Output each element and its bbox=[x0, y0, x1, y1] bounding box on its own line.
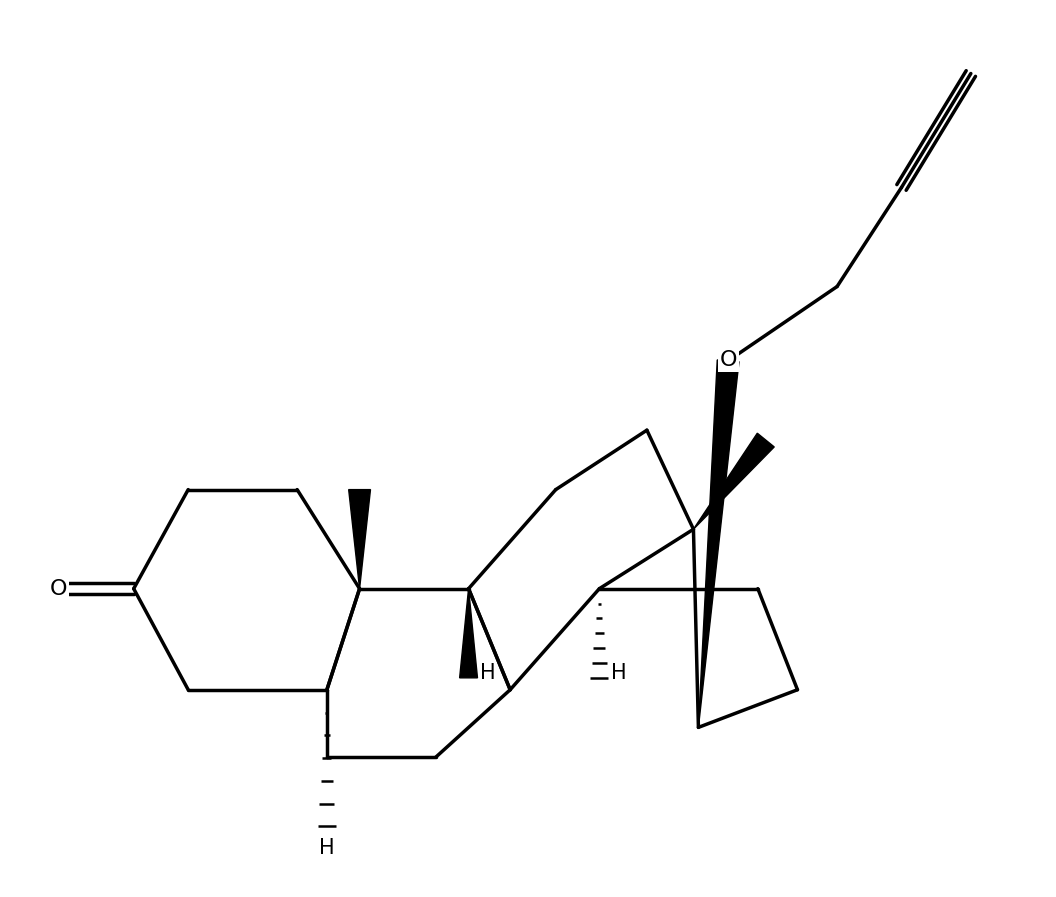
Polygon shape bbox=[348, 490, 371, 588]
Text: O: O bbox=[50, 579, 68, 598]
Text: H: H bbox=[480, 663, 496, 683]
Polygon shape bbox=[698, 360, 739, 727]
Polygon shape bbox=[694, 433, 774, 529]
Polygon shape bbox=[459, 588, 477, 678]
Text: H: H bbox=[611, 663, 627, 683]
Text: H: H bbox=[319, 839, 335, 858]
Text: O: O bbox=[719, 350, 737, 370]
